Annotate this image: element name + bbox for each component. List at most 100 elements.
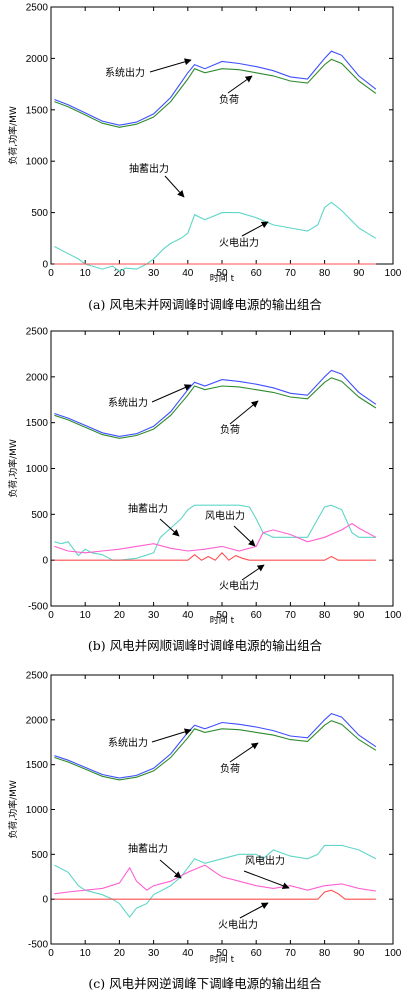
- series-line-4: [54, 522, 377, 554]
- panel-1: 0 10 20 30 40 50 60 70 80 90 100050010001500200025…: [7, 3, 402, 313]
- y-tick-label: 0: [42, 556, 48, 567]
- annotation-arrow: [243, 870, 290, 890]
- annotation-arrow: [159, 518, 180, 537]
- x-tick-label: 80: [319, 610, 331, 621]
- y-tick-label: 2500: [26, 671, 49, 682]
- figure-caption: (b) 风电并网顺调峰时调峰电源的输出组合: [88, 638, 323, 653]
- y-axis-label: 负荷,功率/MW: [7, 439, 19, 498]
- annotation-arrow: [241, 564, 265, 581]
- figure-caption: (c) 风电并网逆调峰下调峰电源的输出组合: [88, 976, 322, 991]
- x-tick-label: 90: [353, 948, 365, 959]
- x-tick-label: 20: [114, 948, 126, 959]
- x-tick-label: 20: [114, 268, 126, 279]
- x-tick-label: 90: [353, 268, 365, 279]
- annotation-arrow: [164, 175, 185, 198]
- x-tick-label: 60: [251, 268, 263, 279]
- x-tick-label: 10: [80, 610, 92, 621]
- x-axis-label: 时间 t: [210, 614, 235, 626]
- y-tick-label: 2000: [26, 54, 49, 65]
- annotation-label: 抽蓄出力: [129, 162, 169, 175]
- x-tick-label: 40: [182, 268, 194, 279]
- panel-3: 0 10 20 30 40 50 60 70 80 90 100-50005001000150020…: [7, 671, 402, 992]
- x-tick-label: 30: [148, 610, 160, 621]
- x-tick-label: 80: [319, 268, 331, 279]
- y-tick-label: 1500: [26, 760, 49, 771]
- y-tick-label: 1000: [26, 157, 49, 168]
- series-line-3: [54, 844, 377, 919]
- panel-2: 0 10 20 30 40 50 60 70 80 90 100-50005001000150020…: [7, 327, 402, 654]
- series-line-1: [54, 50, 377, 126]
- annotation-arrow: [229, 742, 259, 763]
- annotation-arrow: [229, 400, 259, 425]
- x-axis-label: 时间 t: [210, 953, 235, 965]
- annotation-arrow: [233, 525, 256, 547]
- series-line-5: [54, 551, 376, 561]
- y-tick-label: 1500: [26, 105, 49, 116]
- series-line-2: [54, 377, 377, 439]
- x-tick-label: 0: [48, 268, 54, 279]
- y-tick-label: 1500: [26, 418, 49, 429]
- x-tick-label: 100: [385, 610, 402, 621]
- x-tick-label: 40: [182, 610, 194, 621]
- y-tick-label: 500: [31, 510, 48, 521]
- plot-area: [50, 674, 394, 945]
- series-line-3: [54, 504, 376, 561]
- series-line-2: [54, 58, 377, 128]
- annotation-label: 系统出力: [108, 396, 148, 409]
- y-axis-label: 负荷,功率/MW: [7, 780, 19, 839]
- x-tick-label: 30: [148, 948, 160, 959]
- annotation-label: 火电出力: [218, 918, 258, 931]
- annotation-arrow: [149, 58, 192, 73]
- x-tick-label: 0: [48, 610, 54, 621]
- y-tick-label: 2000: [26, 372, 49, 383]
- x-tick-label: 50: [216, 268, 228, 279]
- y-tick-label: 0: [42, 895, 48, 906]
- series-line-3: [54, 201, 377, 272]
- annotation-label: 风电出力: [205, 509, 245, 522]
- y-tick-label: 1000: [26, 464, 49, 475]
- plot-area: [50, 6, 394, 265]
- annotation-label: 负荷: [220, 423, 240, 436]
- series-line-4: [54, 864, 376, 895]
- y-tick-label: 2500: [26, 327, 49, 338]
- annotation-arrow: [151, 384, 192, 403]
- annotation-label: 火电出力: [219, 579, 259, 592]
- series-line-1: [54, 712, 377, 779]
- y-tick-label: 2000: [26, 715, 49, 726]
- annotation-label: 抽蓄出力: [128, 502, 168, 515]
- x-tick-label: 20: [114, 610, 126, 621]
- series-line-1: [54, 369, 377, 437]
- series-line-2: [54, 720, 377, 781]
- annotation-arrow: [227, 75, 253, 94]
- x-tick-label: 10: [80, 268, 92, 279]
- annotation-arrow: [151, 728, 192, 743]
- figure-caption: (a) 风电未并网调峰时调峰电源的输出组合: [88, 297, 322, 312]
- x-tick-label: 10: [80, 948, 92, 959]
- y-tick-label: -500: [28, 602, 48, 613]
- y-tick-label: 0: [42, 260, 48, 271]
- series-line-5: [54, 889, 376, 900]
- x-tick-label: 70: [285, 268, 297, 279]
- x-tick-label: 80: [319, 948, 331, 959]
- annotation-arrow: [239, 902, 269, 919]
- y-tick-label: -500: [28, 940, 48, 951]
- y-tick-label: 500: [31, 208, 48, 219]
- annotation-label: 风电出力: [245, 854, 285, 867]
- y-axis-label: 负荷,功率/MW: [7, 106, 19, 165]
- y-tick-label: 1000: [26, 805, 49, 816]
- x-tick-label: 40: [182, 948, 194, 959]
- annotation-label: 火电出力: [219, 236, 259, 249]
- y-tick-label: 500: [31, 850, 48, 861]
- x-tick-label: 90: [353, 610, 365, 621]
- annotation-label: 负荷: [219, 93, 239, 106]
- x-tick-label: 70: [285, 948, 297, 959]
- x-tick-label: 60: [251, 610, 263, 621]
- annotation-label: 系统出力: [108, 736, 148, 749]
- x-axis-label: 时间 t: [210, 272, 235, 284]
- x-tick-label: 0: [48, 948, 54, 959]
- x-tick-label: 60: [251, 948, 263, 959]
- annotation-arrow: [241, 221, 269, 237]
- x-tick-label: 50: [216, 610, 228, 621]
